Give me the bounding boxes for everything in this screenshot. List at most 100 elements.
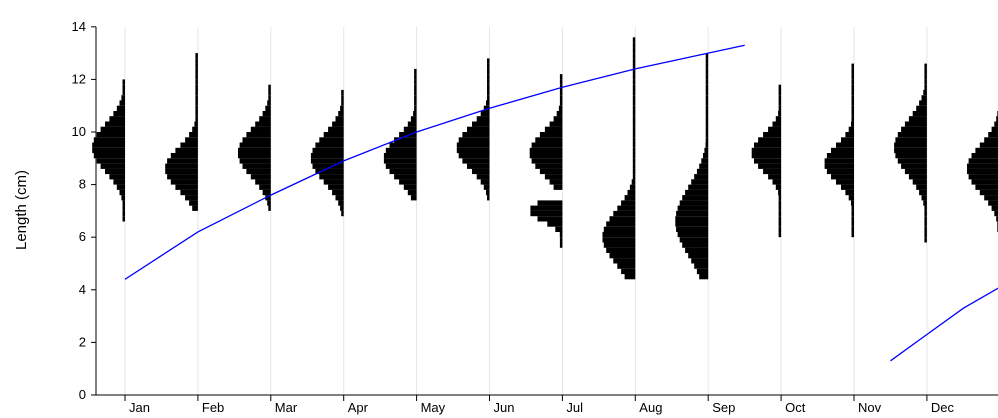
histogram-bar — [613, 210, 636, 217]
histogram-bar — [96, 158, 125, 164]
histogram-bar — [975, 184, 998, 190]
histogram-bar — [92, 142, 125, 148]
histogram-bar — [705, 137, 709, 143]
histogram-bar — [341, 89, 344, 96]
histogram-bar — [195, 95, 198, 101]
histogram-bar — [841, 184, 854, 190]
histogram-bar — [631, 179, 636, 185]
histogram-bar — [677, 231, 709, 238]
histogram-bar — [851, 200, 854, 206]
histogram-bar — [919, 100, 927, 106]
histogram-bar — [851, 221, 854, 227]
x-tick-label: Apr — [348, 400, 369, 415]
histogram-bar — [924, 221, 927, 227]
histogram-bar — [603, 242, 636, 248]
histogram-bar — [403, 126, 417, 132]
histogram-bar — [912, 111, 927, 117]
histogram-bar — [632, 174, 636, 180]
histogram-bar — [675, 216, 709, 222]
histogram-bar — [242, 137, 271, 143]
histogram-bar — [632, 100, 636, 106]
histogram-bar — [246, 132, 271, 138]
histogram-bar — [539, 132, 563, 138]
histogram-bar — [310, 153, 344, 159]
histogram-bar — [338, 111, 344, 117]
histogram-bar — [121, 195, 125, 201]
histogram-bar — [535, 137, 563, 143]
histogram-bar — [758, 163, 782, 169]
histogram-bar — [778, 105, 782, 111]
histogram-bar — [632, 142, 636, 148]
histogram-bar — [486, 100, 490, 106]
histogram-bar — [632, 37, 636, 43]
histogram-bar — [529, 147, 563, 154]
histogram-bar — [685, 189, 709, 196]
histogram-bar — [413, 111, 417, 117]
histogram-bar — [971, 179, 998, 185]
histogram-bar — [851, 216, 854, 222]
histogram-bar — [262, 189, 271, 196]
histogram-bar — [923, 89, 927, 96]
histogram-bar — [778, 95, 782, 101]
histogram-bar — [480, 179, 490, 185]
histogram-bar — [699, 274, 709, 280]
histogram-bar — [323, 132, 344, 138]
histogram-bar — [632, 116, 636, 122]
histogram-bar — [778, 200, 782, 206]
histogram-bar — [632, 111, 636, 117]
histogram-bar — [312, 147, 344, 154]
histogram-bar — [547, 221, 563, 227]
histogram-bar — [701, 158, 709, 164]
histogram-bar — [851, 111, 854, 117]
histogram-bar — [924, 237, 927, 243]
histogram-bar — [772, 121, 782, 127]
histogram-bar — [558, 105, 563, 111]
histogram-bar — [763, 132, 782, 138]
histogram-bar — [851, 63, 854, 69]
histogram-bar — [467, 163, 490, 169]
histogram-bar — [456, 147, 490, 154]
histogram-bar — [487, 195, 490, 201]
histogram-bar — [195, 74, 198, 80]
histogram-bar — [916, 105, 927, 111]
histogram-bar — [267, 200, 271, 206]
histogram-bar — [399, 132, 417, 138]
histogram-bar — [338, 200, 344, 206]
histogram-bar — [194, 121, 198, 127]
histogram-bar — [268, 205, 271, 211]
histogram-bar — [919, 189, 927, 196]
histogram-bar — [768, 126, 782, 132]
histogram-bar — [529, 153, 563, 159]
histogram-bar — [924, 205, 927, 211]
histogram-bar — [332, 121, 344, 127]
histogram-bar — [609, 253, 636, 259]
histogram-bar — [189, 200, 198, 206]
histogram-bar — [924, 84, 927, 90]
histogram-bar — [383, 158, 417, 164]
histogram-bar — [696, 268, 709, 275]
histogram-bar — [268, 89, 271, 96]
histogram-bar — [675, 221, 709, 227]
histogram-bar — [265, 105, 271, 111]
histogram-bar — [904, 121, 927, 127]
histogram-bar — [559, 79, 563, 85]
y-tick-label: 4 — [79, 282, 86, 297]
histogram-bar — [109, 116, 125, 122]
histogram-bar — [539, 168, 563, 175]
histogram-bar — [553, 184, 563, 190]
histogram-bar — [531, 142, 563, 148]
histogram-bar — [259, 116, 271, 122]
histogram-bar — [778, 226, 782, 232]
histogram-bar — [904, 168, 927, 175]
histogram-bar — [632, 79, 636, 85]
histogram-bar — [487, 63, 490, 69]
histogram-bar — [848, 126, 854, 132]
histogram-bar — [385, 163, 417, 169]
histogram-bar — [851, 226, 854, 232]
histogram-bar — [480, 111, 490, 117]
histogram-bar — [705, 58, 709, 64]
histogram-bar — [617, 263, 636, 269]
histogram-bar — [691, 179, 709, 185]
histogram-bar — [851, 205, 854, 211]
growth-curves — [124, 44, 998, 362]
